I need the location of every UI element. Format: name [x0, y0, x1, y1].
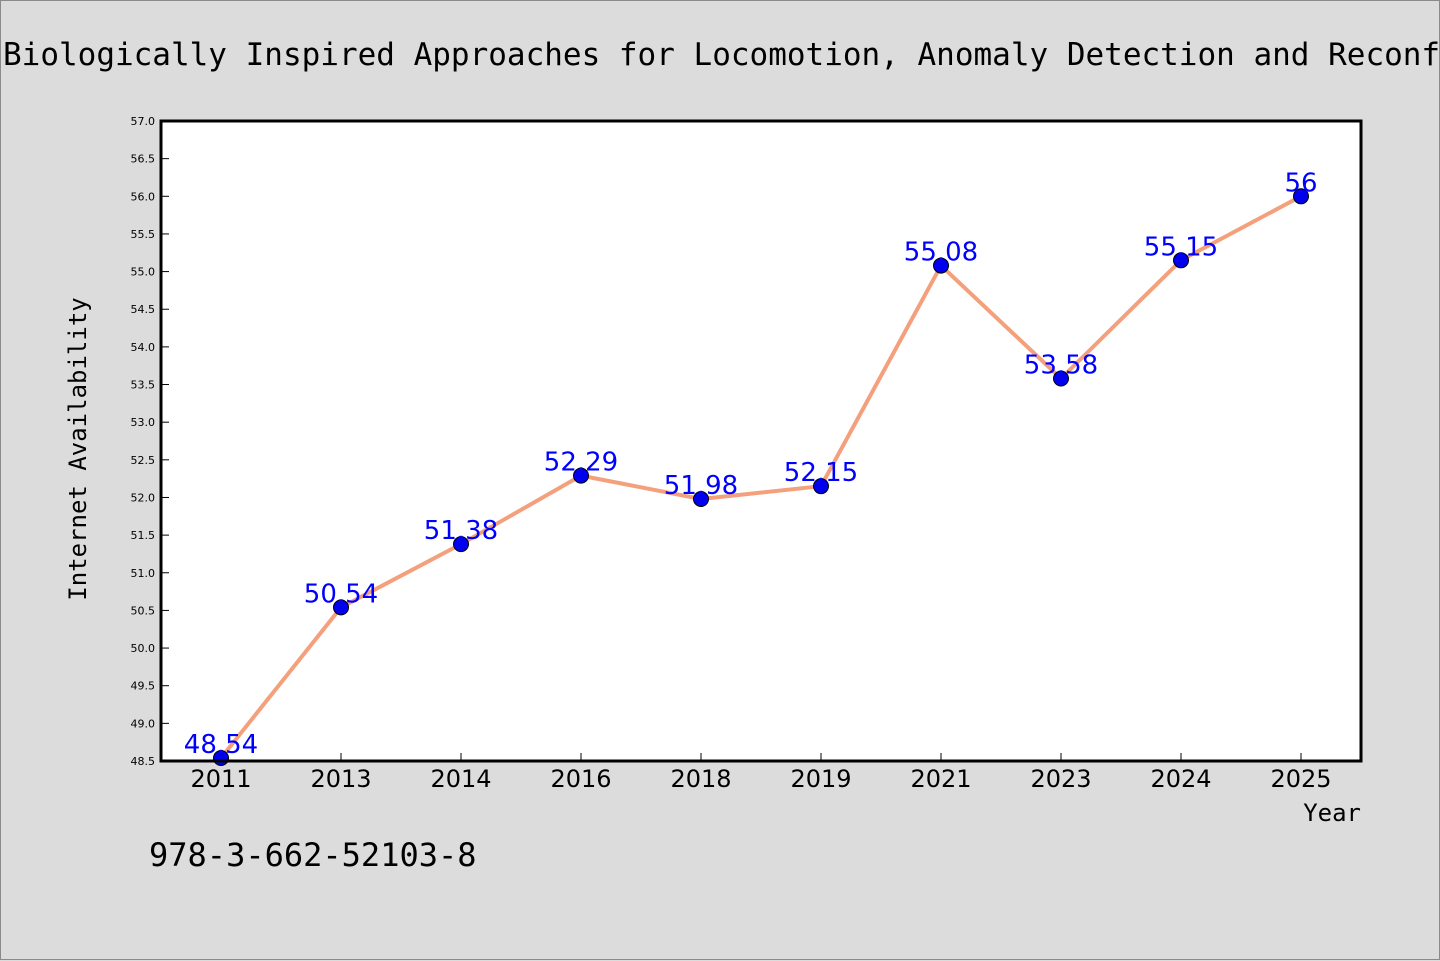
y-tick-label: 50.0 — [131, 642, 156, 655]
data-point — [333, 599, 349, 616]
y-tick-label: 54.0 — [131, 341, 156, 354]
data-label: 51.38 — [424, 516, 498, 546]
y-tick-label: 52.5 — [131, 454, 156, 467]
data-point — [1293, 188, 1309, 205]
data-point — [573, 467, 589, 484]
data-label: 51.98 — [664, 471, 738, 501]
y-tick-label: 52.0 — [131, 491, 156, 504]
x-tick-label: 2013 — [310, 765, 371, 793]
data-label: 48.54 — [184, 730, 258, 760]
x-axis-ticks: 2011 2013 2014 2016 2018 2019 2021 2023 2024 2025 — [190, 753, 1332, 793]
chart-title: Biologically Inspired Approaches for Loc… — [3, 37, 1440, 73]
data-point — [1173, 252, 1189, 269]
y-tick-label: 49.5 — [131, 680, 156, 693]
y-tick-label: 48.5 — [131, 755, 156, 768]
y-tick-label: 49.0 — [131, 717, 156, 730]
y-tick-label: 53.0 — [131, 416, 156, 429]
y-axis-label: Internet Availability — [64, 297, 92, 600]
plot-area — [161, 121, 1361, 761]
plot-frame — [159, 119, 1363, 763]
x-tick-label: 2025 — [1270, 765, 1331, 793]
data-point — [453, 536, 469, 553]
series-line — [219, 194, 1303, 760]
y-tick-label: 54.5 — [131, 303, 156, 316]
x-tick-label: 2019 — [790, 765, 851, 793]
x-tick-label: 2011 — [190, 765, 251, 793]
y-tick-label: 55.0 — [131, 266, 156, 279]
data-label: 55.15 — [1144, 232, 1218, 262]
y-tick-label: 55.5 — [131, 228, 156, 241]
y-axis-ticks: 48.5 49.0 49.5 50.0 50.5 51.0 51.5 52.0 52.5 53.0… — [131, 115, 169, 768]
x-tick-label: 2021 — [910, 765, 971, 793]
data-label: 53.58 — [1024, 351, 1098, 381]
data-label: 50.54 — [304, 579, 378, 609]
y-tick-label: 51.5 — [131, 529, 156, 542]
y-tick-label: 57.0 — [131, 115, 156, 128]
x-axis-label: Year — [1303, 799, 1361, 827]
y-tick-label: 53.5 — [131, 379, 156, 392]
data-point — [693, 490, 709, 507]
x-tick-label: 2024 — [1150, 765, 1211, 793]
data-labels: 48.54 50.54 51.38 52.29 51.98 52.15 55.08 53.58… — [184, 168, 1318, 760]
isbn-text: 978-3-662-52103-8 — [149, 836, 477, 874]
y-tick-label: 56.5 — [131, 153, 156, 166]
data-label: 56 — [1284, 168, 1317, 198]
x-tick-label: 2014 — [430, 765, 491, 793]
x-tick-label: 2016 — [550, 765, 611, 793]
data-label: 52.29 — [544, 448, 618, 478]
data-point — [1053, 370, 1069, 387]
x-tick-label: 2023 — [1030, 765, 1091, 793]
y-tick-label: 56.0 — [131, 190, 156, 203]
data-point — [933, 257, 949, 274]
y-tick-label: 50.5 — [131, 604, 156, 617]
x-tick-label: 2018 — [670, 765, 731, 793]
data-point — [813, 478, 829, 495]
y-tick-label: 51.0 — [131, 567, 156, 580]
data-markers — [213, 188, 1309, 766]
data-label: 55.08 — [904, 238, 978, 268]
data-label: 52.15 — [784, 458, 858, 488]
